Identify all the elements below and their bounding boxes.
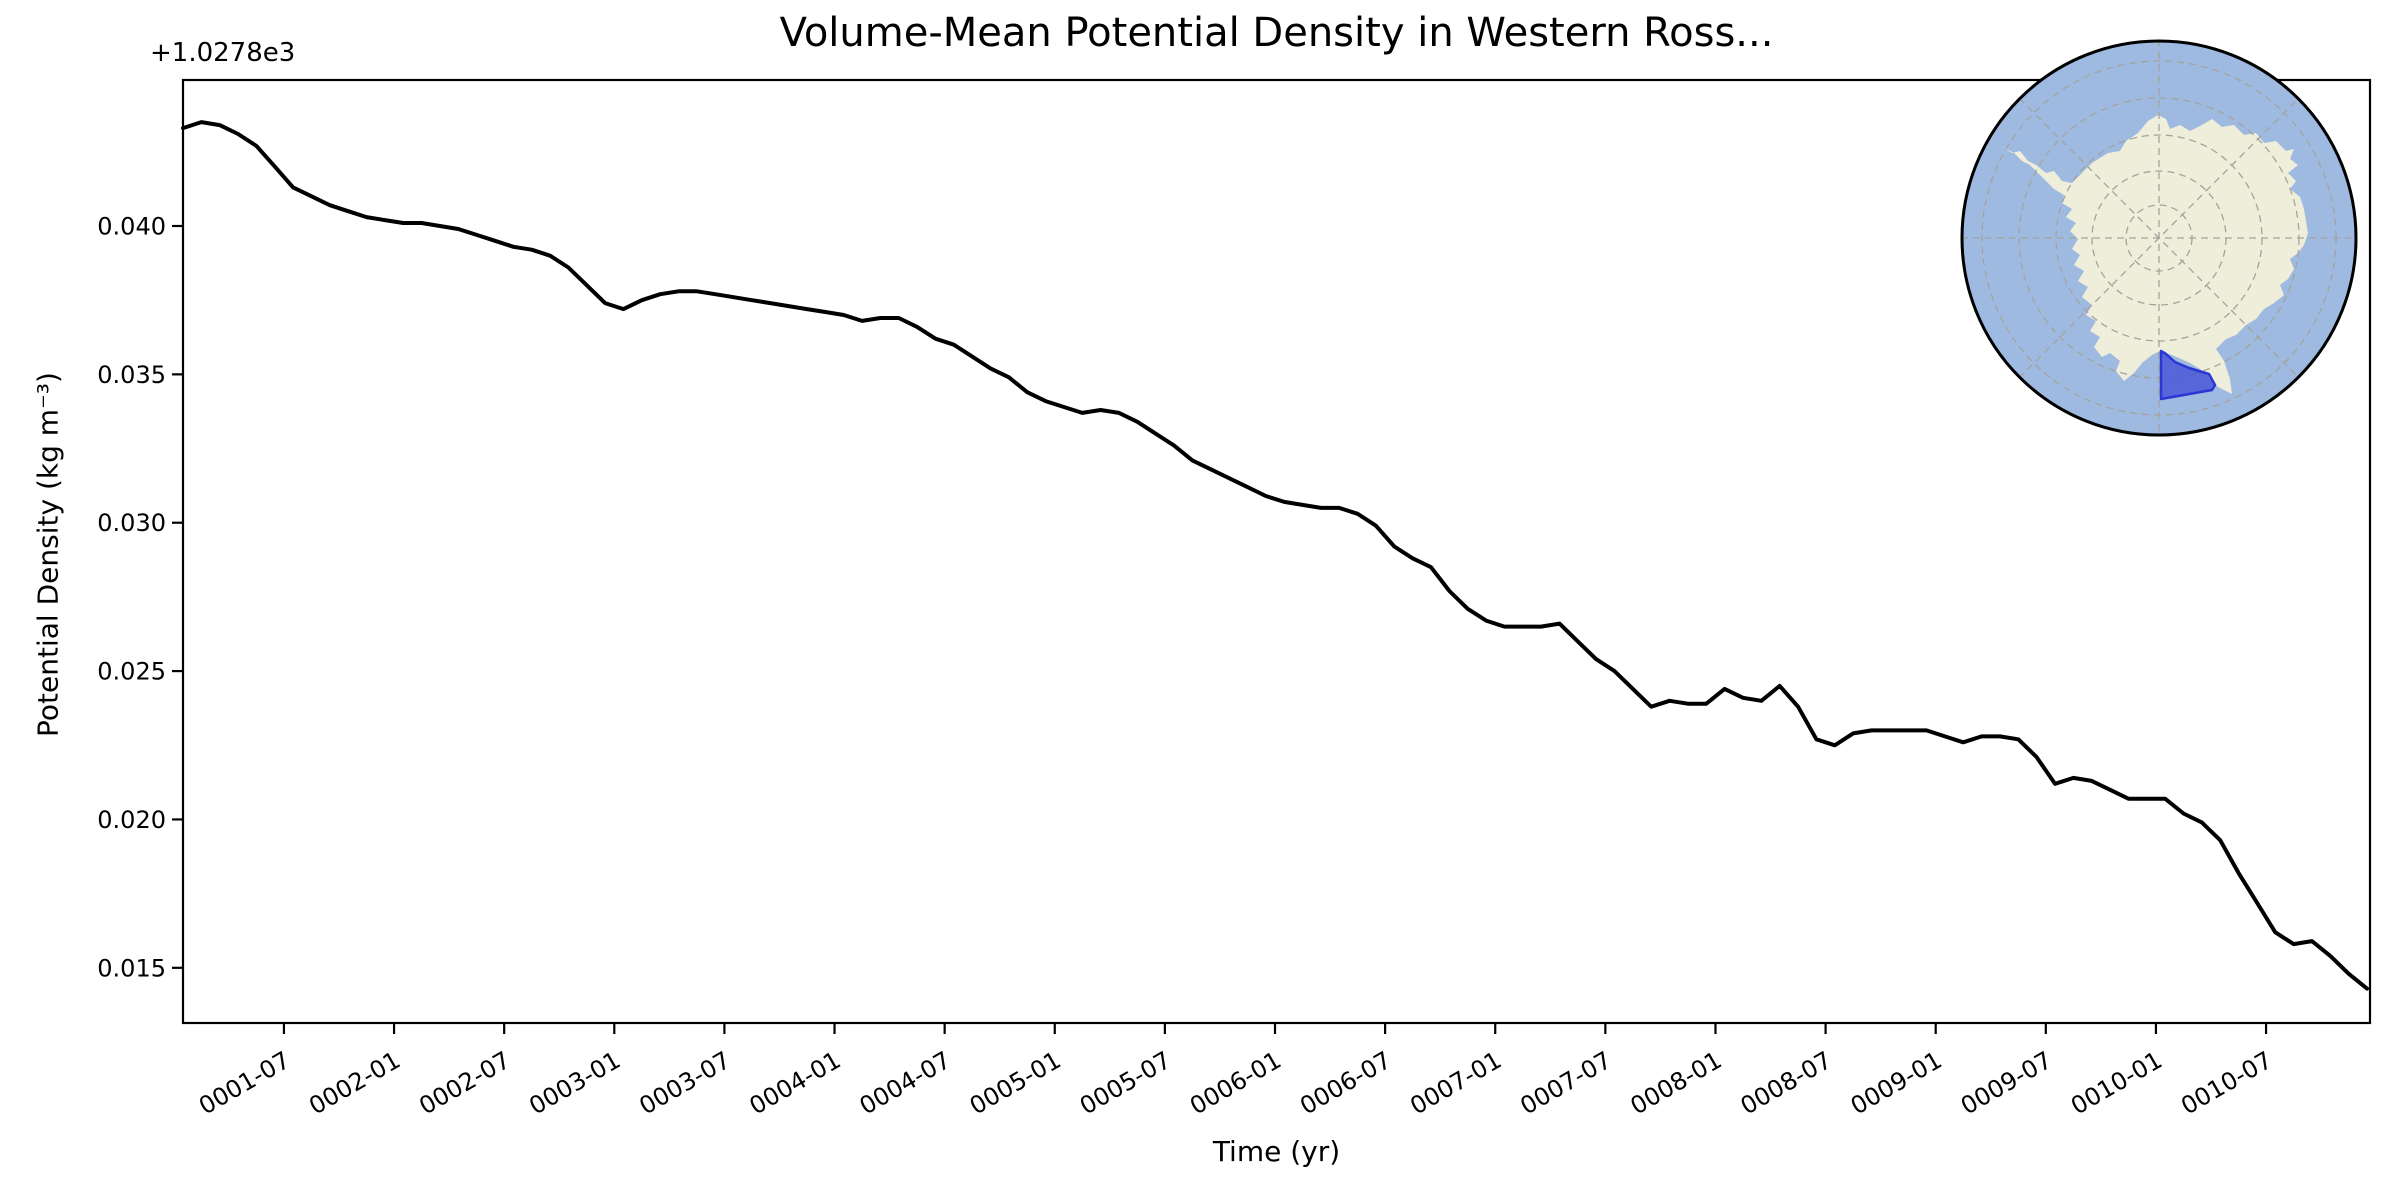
x-tick-label: 0007-01 xyxy=(1405,1046,1506,1120)
x-tick-label: 0005-07 xyxy=(1075,1046,1176,1120)
y-tick-label: 0.020 xyxy=(97,806,166,834)
x-tick-label: 0001-07 xyxy=(194,1046,295,1120)
x-tick-label: 0003-07 xyxy=(635,1046,736,1120)
x-tick-label: 0008-07 xyxy=(1736,1046,1837,1120)
x-tick-label: 0009-07 xyxy=(1956,1046,2057,1120)
x-tick-label: 0010-07 xyxy=(2176,1046,2277,1120)
x-tick-label: 0002-07 xyxy=(414,1046,515,1120)
axes-frame xyxy=(181,78,2372,1025)
antarctica-inset-map xyxy=(1960,39,2358,437)
y-tick-label: 0.035 xyxy=(97,361,166,389)
y-tick-label: 0.040 xyxy=(97,212,166,240)
y-tick-label: 0.015 xyxy=(97,954,166,982)
x-tick-label: 0005-01 xyxy=(965,1046,1066,1120)
x-tick-label: 0002-01 xyxy=(304,1046,405,1120)
density-line-series xyxy=(181,120,2369,991)
x-tick-label: 0010-01 xyxy=(2066,1046,2167,1120)
y-tick-label: 0.030 xyxy=(97,509,166,537)
x-tick-label: 0004-07 xyxy=(855,1046,956,1120)
x-tick-label: 0009-01 xyxy=(1846,1046,1947,1120)
y-axis-offset-text: +1.0278e3 xyxy=(150,38,296,68)
graticule-lines xyxy=(1962,41,2356,435)
y-tick-label: 0.025 xyxy=(97,658,166,686)
x-tick-label: 0004-01 xyxy=(745,1046,846,1120)
x-tick-label: 0008-01 xyxy=(1626,1046,1727,1120)
chart-title: Volume-Mean Potential Density in Western… xyxy=(779,10,1774,56)
x-tick-label: 0006-07 xyxy=(1295,1046,1396,1120)
western-ross-sea-highlight xyxy=(2159,349,2217,401)
antarctica-landmass xyxy=(2001,115,2308,394)
x-tick-label: 0006-01 xyxy=(1185,1046,1286,1120)
x-tick-label: 0007-07 xyxy=(1516,1046,1617,1120)
x-tick-label: 0003-01 xyxy=(524,1046,625,1120)
x-axis-label: Time (yr) xyxy=(1212,1135,1341,1168)
inset-circle-border xyxy=(1960,39,2358,437)
